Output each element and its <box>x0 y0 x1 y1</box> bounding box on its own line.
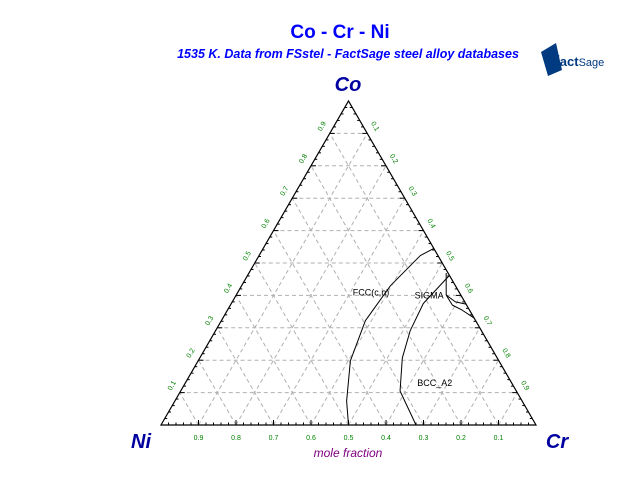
vertex-label-ni: Ni <box>131 431 151 453</box>
tick-label-co: 0.3 <box>204 315 215 327</box>
tick-label-ni: 0.3 <box>419 435 429 442</box>
chart-title: Co - Cr - Ni <box>290 22 389 43</box>
tick-label-cr: 0.3 <box>407 185 418 197</box>
phase-boundary-curve <box>346 247 435 426</box>
phase-label: BCC_A2 <box>417 378 452 388</box>
factsage-logo: FactSage <box>541 43 604 76</box>
grid-line-ni <box>329 133 499 426</box>
tick-label-cr: 0.6 <box>463 283 474 295</box>
tick-label-co: 0.5 <box>242 250 253 262</box>
phase-labels: FCC(c,n) SIGMA BCC_A2 <box>353 287 453 388</box>
phase-boundary-curve <box>445 294 467 305</box>
tick-label-cr: 0.1 <box>369 121 380 133</box>
phase-boundary-curve <box>445 294 475 319</box>
tick-label-co: 0.6 <box>261 218 272 230</box>
tick-label-ni: 0.7 <box>269 435 279 442</box>
grid-line-cr <box>385 295 462 426</box>
grid-line-cr <box>348 262 443 426</box>
vertex-label-cr: Cr <box>546 431 569 453</box>
tick-label-co: 0.9 <box>317 121 328 133</box>
tick-label-cr: 0.7 <box>482 315 493 327</box>
grid-lines <box>179 132 518 426</box>
grid-line-ni <box>291 197 424 426</box>
tick-label-cr: 0.4 <box>425 218 436 230</box>
tick-label-cr: 0.5 <box>444 250 455 262</box>
tick-label-ni: 0.4 <box>381 435 391 442</box>
axis-label: mole fraction <box>314 446 383 460</box>
phase-label: SIGMA <box>415 291 444 301</box>
chart-subtitle: 1535 K. Data from FSstel - FactSage stee… <box>177 47 519 61</box>
svg-text:FactSage: FactSage <box>550 53 604 70</box>
vertex-label-co: Co <box>335 74 362 96</box>
tick-label-cr: 0.2 <box>388 153 399 165</box>
phase-label: FCC(c,n) <box>353 287 390 297</box>
tick-label-co: 0.4 <box>223 283 234 295</box>
tick-label-co: 0.7 <box>279 185 290 197</box>
tick-label-ni: 0.5 <box>344 435 354 442</box>
triangle-frame <box>159 99 538 426</box>
tick-label-ni: 0.8 <box>231 435 241 442</box>
phase-boundary-curve <box>399 275 450 426</box>
tick-label-co: 0.8 <box>298 153 309 165</box>
tick-label-ni: 0.6 <box>306 435 316 442</box>
grid-line-cr <box>273 197 406 426</box>
phase-boundaries <box>346 247 475 426</box>
grid-line-cr <box>198 133 368 426</box>
grid-line-ni <box>254 262 349 426</box>
tick-label-ni: 0.2 <box>456 435 466 442</box>
grid-line-cr <box>460 359 499 426</box>
tick-label-ni: 0.9 <box>194 435 204 442</box>
grid-line-cr <box>423 327 481 426</box>
grid-line-ni <box>179 392 199 426</box>
tick-label-cr: 0.8 <box>500 347 511 359</box>
tick-label-cr: 0.9 <box>519 380 530 392</box>
tick-label-co: 0.1 <box>167 380 178 392</box>
grid-line-ni <box>198 359 237 426</box>
grid-line-ni <box>216 327 274 426</box>
tick-label-ni: 0.1 <box>494 435 504 442</box>
tick-label-co: 0.2 <box>186 347 197 359</box>
tick-labels: 0.1 0.1 0.1 0.2 0.2 0.2 0.3 0.3 0.3 0.4 0.4 0.4 0.5 0… <box>167 121 530 442</box>
grid-line-ni <box>235 295 312 426</box>
grid-line-cr <box>498 392 518 426</box>
